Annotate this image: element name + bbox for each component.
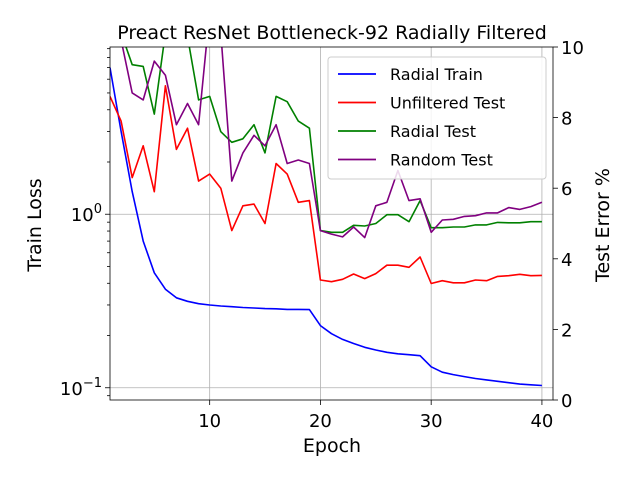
series-line-radial-train <box>110 67 542 387</box>
series-line-random-test <box>121 47 543 239</box>
legend-label-radial-train: Radial Train <box>390 65 483 84</box>
legend: Radial Train Unfiltered Test Radial Test Ra… <box>327 56 547 180</box>
legend-label-random-test: Random Test <box>390 151 493 170</box>
legend-frame <box>327 56 547 180</box>
y-left-tick-label: 100 <box>71 202 102 226</box>
x-tick-label: 10 <box>198 411 221 432</box>
y-right-tick-label: 8 <box>561 109 572 130</box>
y-left-tick-exponent: −1 <box>83 376 102 391</box>
x-tick-label: 30 <box>420 411 443 432</box>
chart-title: Preact ResNet Bottleneck-92 Radially Fil… <box>117 22 547 44</box>
y-right-tick-label: 0 <box>561 391 572 412</box>
series-line-unfiltered-test <box>110 85 542 285</box>
y-right-tick-label: 2 <box>561 320 572 341</box>
y-left-tick-label: 10−1 <box>60 376 102 400</box>
y-left-tick-exponent: 0 <box>94 202 102 217</box>
y-right-tick-label: 10 <box>561 38 584 59</box>
y-axis-left-label: Train Loss <box>24 178 46 272</box>
plot-frame <box>109 46 554 401</box>
x-tick-label: 20 <box>309 411 332 432</box>
y-right-tick-label: 4 <box>561 250 572 271</box>
series-line-radial-test <box>125 47 542 234</box>
y-left-tick-base: 10 <box>60 379 83 400</box>
y-left-tick-base: 10 <box>71 205 94 226</box>
y-axis-right-label: Test Error % <box>592 168 614 283</box>
series-layer <box>110 47 543 387</box>
y-right-tick-label: 6 <box>561 179 572 200</box>
legend-label-radial-test: Radial Test <box>390 122 476 141</box>
legend-label-unfiltered-test: Unfiltered Test <box>390 94 505 113</box>
x-axis-label: Epoch <box>303 435 361 457</box>
x-tick-label: 40 <box>530 411 553 432</box>
